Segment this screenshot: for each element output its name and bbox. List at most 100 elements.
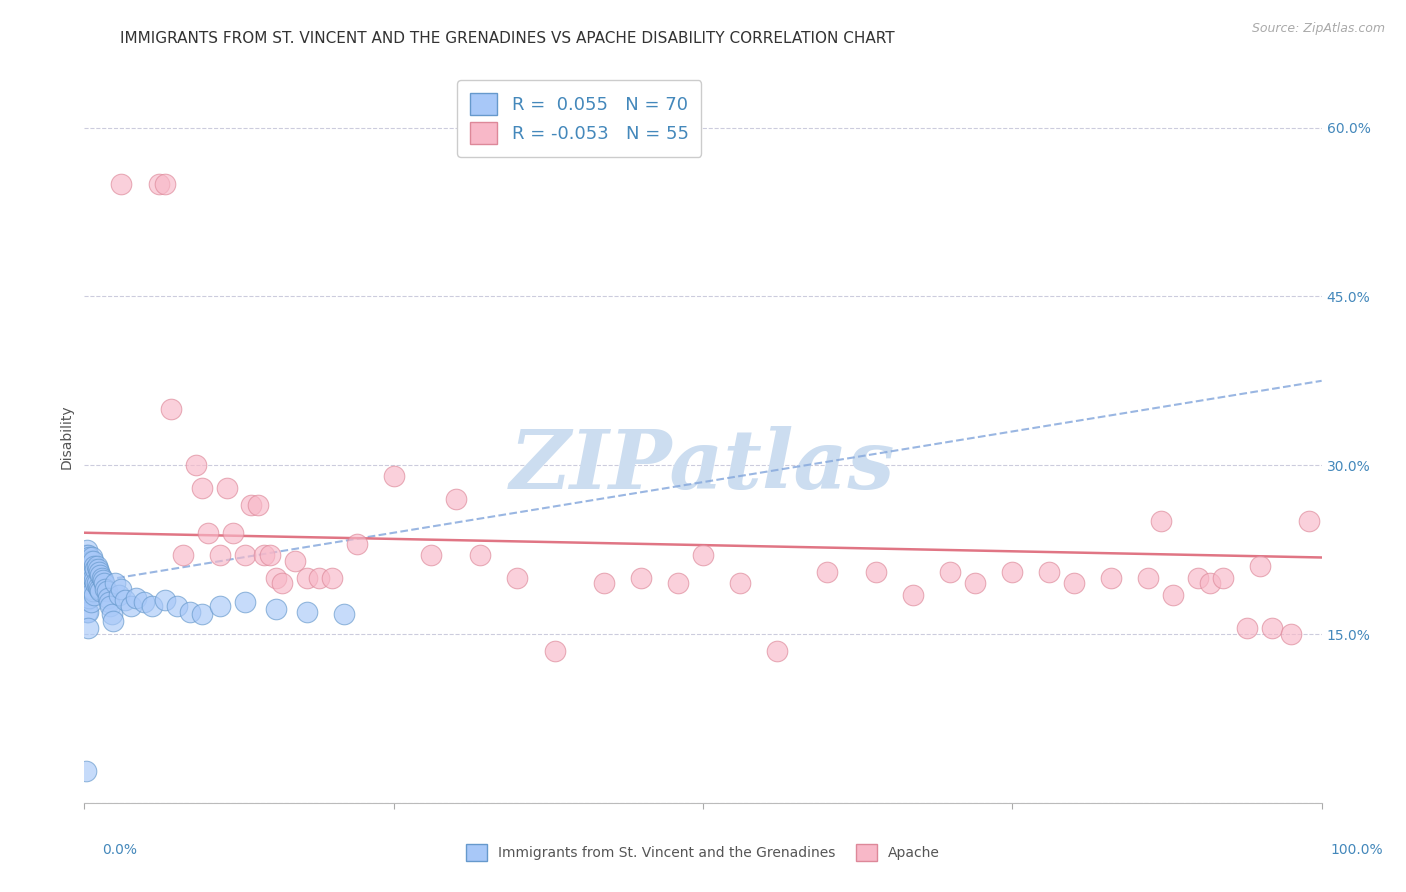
Point — [1187, 571, 1209, 585]
Point — [76, 542, 98, 557]
Point — [80, 582, 103, 596]
Point — [346, 537, 368, 551]
Text: IMMIGRANTS FROM ST. VINCENT AND THE GRENADINES VS APACHE DISABILITY CORRELATION : IMMIGRANTS FROM ST. VINCENT AND THE GREN… — [120, 31, 894, 46]
Point — [96, 584, 118, 599]
Point — [172, 548, 194, 562]
Point — [80, 550, 103, 565]
Point — [153, 177, 176, 191]
Point — [271, 576, 294, 591]
Point — [108, 588, 131, 602]
Point — [76, 571, 98, 585]
Point — [543, 644, 565, 658]
Point — [444, 491, 467, 506]
Point — [82, 584, 104, 599]
Point — [728, 576, 751, 591]
Point — [240, 498, 263, 512]
Point — [79, 550, 101, 565]
Point — [98, 599, 121, 613]
Point — [77, 576, 100, 591]
Point — [1150, 515, 1173, 529]
Point — [100, 607, 122, 621]
Point — [1063, 576, 1085, 591]
Point — [233, 548, 256, 562]
Point — [94, 582, 117, 596]
Point — [222, 525, 245, 540]
Point — [84, 562, 107, 576]
Point — [101, 614, 124, 628]
Point — [87, 580, 110, 594]
Point — [90, 571, 112, 585]
Point — [77, 548, 100, 562]
Point — [83, 559, 105, 574]
Point — [295, 605, 318, 619]
Point — [630, 571, 652, 585]
Point — [80, 565, 103, 579]
Point — [264, 571, 287, 585]
Point — [76, 588, 98, 602]
Point — [246, 498, 269, 512]
Point — [75, 576, 97, 591]
Point — [166, 599, 188, 613]
Text: 0.0%: 0.0% — [103, 843, 136, 857]
Point — [84, 576, 107, 591]
Point — [470, 548, 492, 562]
Point — [75, 764, 97, 779]
Point — [766, 644, 789, 658]
Point — [76, 605, 98, 619]
Point — [1279, 627, 1302, 641]
Point — [191, 607, 214, 621]
Point — [89, 565, 111, 579]
Point — [77, 605, 100, 619]
Point — [110, 582, 132, 596]
Text: Source: ZipAtlas.com: Source: ZipAtlas.com — [1251, 22, 1385, 36]
Point — [79, 580, 101, 594]
Point — [419, 548, 441, 562]
Point — [148, 177, 170, 191]
Point — [77, 588, 100, 602]
Point — [264, 602, 287, 616]
Point — [79, 576, 101, 591]
Point — [1038, 565, 1060, 579]
Point — [104, 576, 127, 591]
Point — [89, 582, 111, 596]
Point — [179, 605, 201, 619]
Point — [97, 591, 120, 605]
Point — [215, 481, 238, 495]
Point — [153, 593, 176, 607]
Point — [79, 565, 101, 579]
Point — [815, 565, 838, 579]
Point — [86, 559, 108, 574]
Point — [89, 568, 111, 582]
Point — [1099, 571, 1122, 585]
Point — [209, 599, 232, 613]
Point — [77, 621, 100, 635]
Point — [965, 576, 987, 591]
Point — [253, 548, 276, 562]
Point — [79, 591, 101, 605]
Point — [308, 571, 330, 585]
Point — [76, 559, 98, 574]
Point — [86, 576, 108, 591]
Point — [141, 599, 163, 613]
Point — [75, 548, 97, 562]
Point — [865, 565, 887, 579]
Point — [87, 562, 110, 576]
Point — [333, 607, 356, 621]
Legend: Immigrants from St. Vincent and the Grenadines, Apache: Immigrants from St. Vincent and the Gren… — [458, 836, 948, 869]
Point — [120, 599, 142, 613]
Point — [93, 576, 115, 591]
Point — [593, 576, 616, 591]
Y-axis label: Disability: Disability — [59, 405, 73, 469]
Point — [1001, 565, 1024, 579]
Point — [77, 565, 100, 579]
Point — [382, 469, 405, 483]
Point — [82, 554, 104, 568]
Point — [284, 554, 307, 568]
Point — [110, 177, 132, 191]
Point — [79, 562, 101, 576]
Point — [321, 571, 343, 585]
Point — [83, 573, 105, 587]
Point — [79, 595, 101, 609]
Point — [184, 458, 207, 473]
Point — [191, 481, 214, 495]
